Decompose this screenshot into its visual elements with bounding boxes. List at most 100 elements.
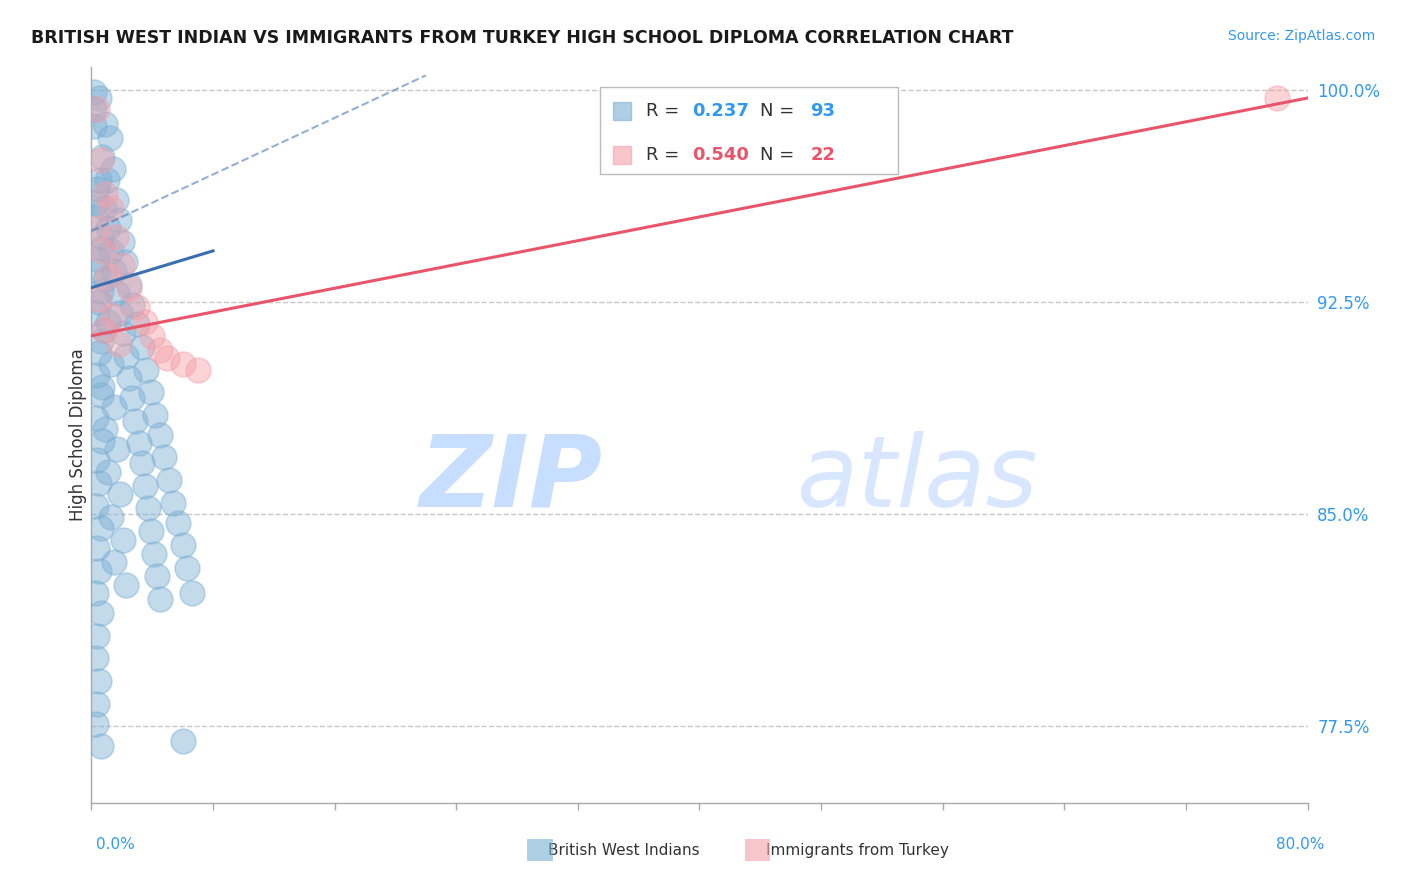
Point — [141, 328, 163, 343]
Point — [100, 510, 122, 524]
Point — [87, 173, 110, 187]
Point — [104, 193, 127, 207]
Point — [112, 533, 135, 547]
Point — [97, 465, 120, 479]
Point — [97, 269, 120, 284]
Point — [86, 181, 108, 195]
Point — [172, 357, 194, 371]
Point — [94, 187, 117, 202]
Point — [84, 306, 107, 320]
Point — [112, 326, 135, 340]
Point — [149, 592, 172, 607]
Point — [87, 345, 110, 359]
Point — [91, 434, 114, 448]
Point — [124, 414, 146, 428]
Point — [86, 697, 108, 711]
Point — [107, 337, 129, 351]
Point — [105, 442, 128, 456]
Point — [87, 91, 110, 105]
Point — [135, 363, 157, 377]
Point — [118, 277, 141, 292]
Point — [89, 229, 111, 244]
Point — [134, 479, 156, 493]
Text: Source: ZipAtlas.com: Source: ZipAtlas.com — [1227, 29, 1375, 44]
Point — [1265, 91, 1288, 105]
Point — [157, 473, 180, 487]
Point — [111, 235, 134, 250]
Point — [89, 284, 111, 298]
Point — [86, 263, 108, 277]
Point — [149, 343, 172, 357]
Point — [83, 86, 105, 100]
Point — [110, 306, 132, 320]
Point — [91, 241, 114, 255]
Point — [93, 323, 115, 337]
Point — [114, 255, 136, 269]
Point — [110, 487, 132, 501]
Point — [84, 499, 107, 513]
Text: Immigrants from Turkey: Immigrants from Turkey — [766, 843, 949, 857]
Text: ZIP: ZIP — [419, 431, 602, 527]
Point — [86, 252, 108, 267]
Point — [83, 103, 105, 117]
Point — [136, 501, 159, 516]
Point — [84, 221, 107, 235]
Point — [139, 524, 162, 538]
Point — [84, 210, 107, 224]
Text: N =: N = — [761, 145, 800, 163]
Point — [86, 453, 108, 467]
Point — [103, 400, 125, 414]
Point — [87, 564, 110, 578]
Point — [84, 716, 107, 731]
Point — [121, 298, 143, 312]
Point — [125, 301, 148, 315]
Text: N =: N = — [761, 102, 800, 120]
Point — [89, 388, 111, 402]
Point — [118, 371, 141, 385]
Point — [91, 151, 114, 165]
Point — [104, 229, 127, 244]
Point — [187, 363, 209, 377]
Point — [118, 280, 141, 294]
Point — [176, 561, 198, 575]
Point — [86, 541, 108, 555]
Point — [142, 547, 165, 561]
Point — [84, 410, 107, 425]
Point — [87, 674, 110, 689]
Point — [87, 294, 110, 309]
Point — [89, 521, 111, 535]
Point — [87, 475, 110, 490]
Point — [89, 153, 111, 168]
Point — [84, 195, 107, 210]
Point — [162, 496, 184, 510]
Point — [94, 422, 117, 436]
Point — [100, 202, 122, 216]
Point — [143, 408, 166, 422]
Text: 0.540: 0.540 — [692, 145, 749, 163]
Point — [131, 340, 153, 354]
Point — [97, 315, 120, 329]
Point — [156, 351, 179, 366]
Point — [89, 606, 111, 620]
Point — [115, 578, 138, 592]
Point — [145, 569, 167, 583]
Point — [107, 212, 129, 227]
Point — [111, 258, 134, 272]
Point — [94, 272, 117, 286]
Point — [103, 263, 125, 277]
Point — [100, 357, 122, 371]
Point — [84, 586, 107, 600]
Point — [149, 427, 172, 442]
Point — [101, 161, 124, 176]
Point — [86, 103, 108, 117]
Point — [139, 385, 162, 400]
Point — [93, 202, 115, 216]
Point — [134, 315, 156, 329]
Point — [121, 391, 143, 405]
Point — [83, 120, 105, 134]
Point — [125, 318, 148, 332]
Text: R =: R = — [645, 145, 685, 163]
Point — [96, 173, 118, 187]
Point — [97, 221, 120, 235]
Point — [172, 733, 194, 747]
